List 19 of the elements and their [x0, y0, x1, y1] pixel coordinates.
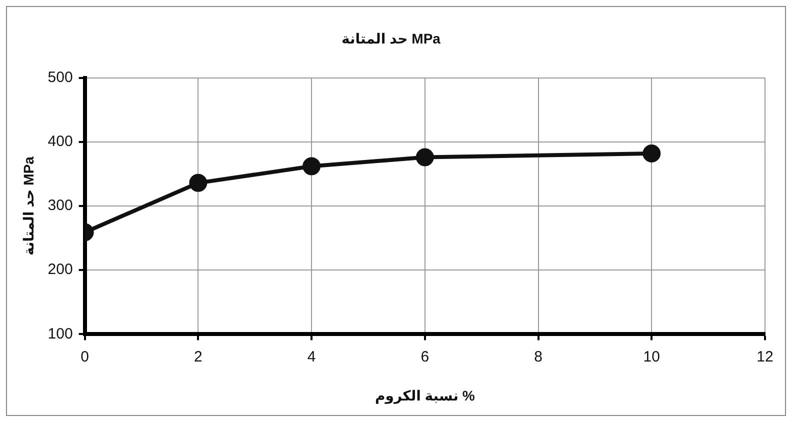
x-tick-label: 0	[80, 348, 89, 366]
y-tick-label: 400	[48, 133, 73, 150]
y-tick-label: 200	[48, 261, 73, 278]
y-tick-label: 300	[48, 197, 73, 214]
x-axis-title: نسبة الكروم %	[375, 387, 476, 404]
chart-title: حد المتانة MPa	[342, 30, 441, 46]
x-tick-label: 10	[643, 348, 660, 366]
x-tick-label: 6	[420, 348, 430, 366]
y-tick-label: 500	[48, 68, 73, 86]
point	[189, 174, 208, 192]
y-tick-label: 100	[48, 325, 73, 342]
x-tick-label: 12	[756, 348, 774, 366]
point	[302, 157, 321, 176]
x-tick-label: 4	[307, 348, 316, 366]
point	[642, 144, 661, 162]
x-tick-label: 8	[534, 348, 542, 366]
x-tick-label: 2	[194, 348, 202, 366]
y-axis-title: حد المتانة MPa	[20, 156, 36, 256]
point	[416, 148, 434, 166]
